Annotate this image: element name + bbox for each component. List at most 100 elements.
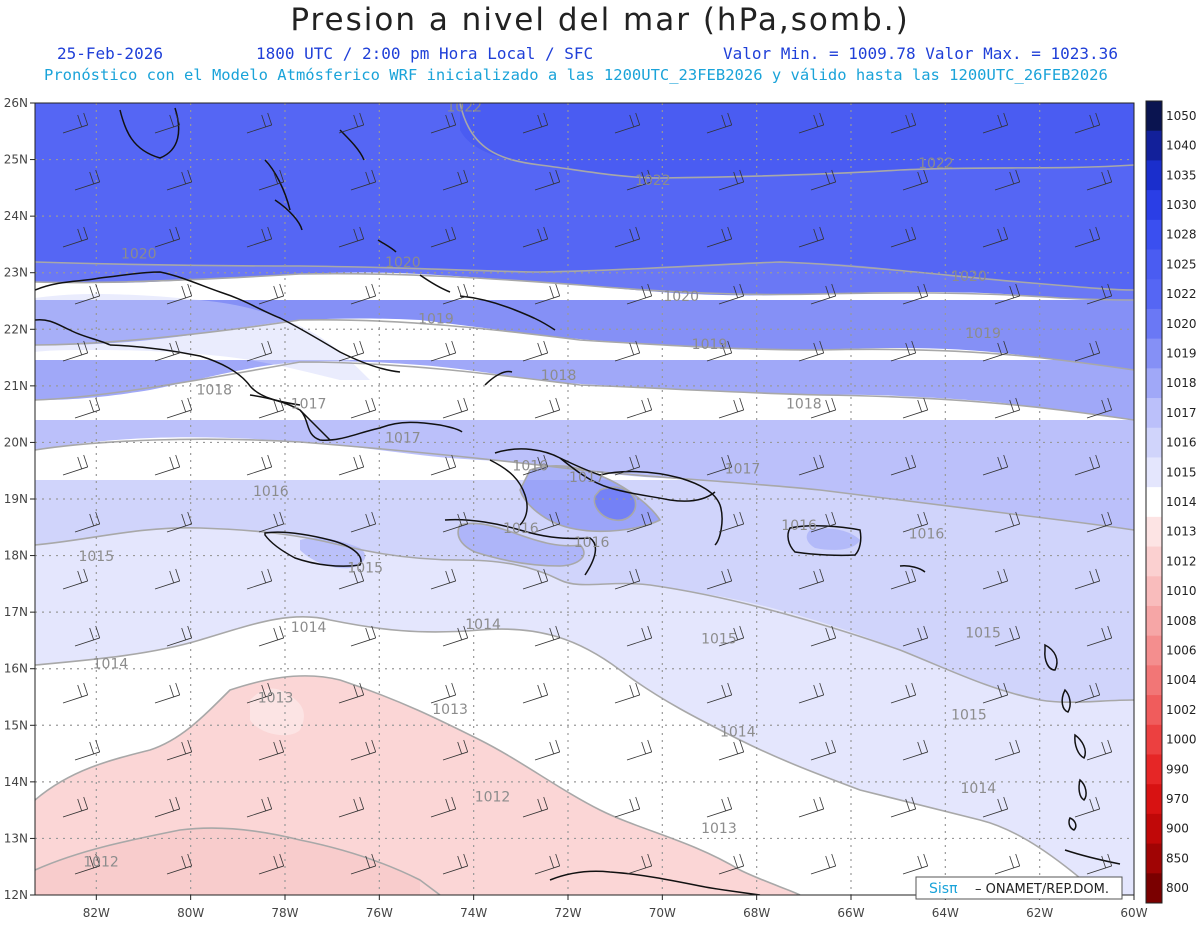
wind-barb-flag (353, 684, 359, 698)
colorbar-swatch (1146, 546, 1162, 577)
colorbar-swatch (1146, 368, 1162, 399)
contour-label: 1015 (78, 549, 114, 565)
wind-barb-flag (825, 855, 831, 869)
wind-barb-shaft (902, 409, 928, 419)
wind-barb-flag (1095, 340, 1101, 354)
wind-barb-flag (641, 285, 647, 299)
wind-barb-flag (451, 226, 457, 240)
contour-label: 1019 (418, 312, 454, 328)
wind-barb-flag (1194, 856, 1198, 868)
wind-barb-shaft (994, 295, 1020, 305)
forecast-time-info: 1800 UTC / 2:00 pm Hora Local / SFC (256, 44, 594, 63)
wind-barb-shaft (62, 694, 88, 704)
colorbar-swatch (1146, 724, 1162, 755)
wind-barb-shaft (430, 466, 456, 476)
wind-barb-flag (1101, 741, 1107, 755)
wind-barb-flag (739, 739, 745, 753)
wind-barb-flag (641, 627, 647, 641)
colorbar-swatch (1146, 605, 1162, 637)
colorbar-label: 1000 (1166, 733, 1197, 747)
wind-barb-shaft (1167, 125, 1192, 133)
wind-barb-flag (1107, 739, 1113, 753)
wind-barb-shaft (614, 352, 640, 362)
wind-barb-flag (77, 228, 83, 242)
map-title: Presion a nivel del mar (hPa,somb.) (290, 2, 910, 38)
colorbar: 1050 1040 1035 1030 1028 1025 1022 1020 1019 1018… (1145, 100, 1197, 904)
wind-barb-flag (1101, 399, 1107, 413)
lon-label: 72W (554, 906, 581, 920)
wind-barb-flag (359, 682, 365, 696)
wind-barb-flag (360, 911, 364, 923)
wind-barb-flag (537, 570, 543, 584)
contour-label: 1019 (692, 337, 728, 353)
wind-barb-flag (1188, 911, 1192, 923)
wind-barb-shaft (994, 865, 1020, 875)
wind-barb-flag (555, 397, 561, 411)
latitude-axis: 26N 25N 24N 23N 22N 21N 20N 19N 18N 17N 16N 15N 14N 1… (4, 96, 35, 902)
contour-label: 1014 (93, 657, 129, 673)
colorbar-frame (1145, 100, 1163, 904)
wind-barb-shaft (338, 238, 364, 248)
wind-barb-flag (169, 342, 175, 356)
wind-barb-flag (457, 399, 463, 413)
wind-barb-flag (1015, 853, 1021, 867)
wind-barb-flag (825, 171, 831, 185)
wind-barb-shaft (522, 466, 548, 476)
wind-barb-flag (451, 796, 457, 810)
wind-barb-flag (917, 171, 923, 185)
wind-barb-shaft (810, 409, 836, 419)
colorbar-swatch (1146, 576, 1162, 607)
wind-barb-flag (169, 684, 175, 698)
wind-barb-shaft (523, 923, 548, 927)
wind-barb-flag (1095, 112, 1101, 126)
wind-barb-flag (555, 511, 561, 525)
wind-barb-flag (365, 741, 371, 755)
wind-barb-flag (911, 454, 917, 468)
wind-barb-flag (905, 570, 911, 584)
colorbar-swatch (1146, 457, 1162, 488)
colorbar-label: 1015 (1166, 465, 1197, 479)
wind-barb-flag (635, 226, 641, 240)
wind-barb-flag (555, 169, 561, 183)
wind-barb-shaft (62, 352, 88, 362)
wind-barb-shaft (799, 923, 824, 927)
colorbar-swatch (1146, 427, 1162, 458)
wind-barb-flag (555, 283, 561, 297)
wind-barb-flag (1089, 570, 1095, 584)
wind-barb-shaft (994, 181, 1020, 191)
wind-barb-flag (273, 513, 279, 527)
wind-barb-flag (279, 397, 285, 411)
wind-barb-shaft (890, 238, 916, 248)
wind-barb-shaft (1086, 181, 1112, 191)
wind-barb-flag (923, 625, 929, 639)
wind-barb-flag (739, 625, 745, 639)
wind-barb-flag (1095, 226, 1101, 240)
colorbar-label: 1012 (1166, 554, 1197, 568)
wind-barb-shaft (902, 295, 928, 305)
wind-barb-flag (543, 682, 549, 696)
wind-barb-flag (912, 911, 916, 923)
wind-barb-flag (181, 627, 187, 641)
wind-barb-shaft (338, 580, 364, 590)
wind-barb-shaft (706, 352, 732, 362)
wind-barb-flag (261, 570, 267, 584)
wind-barb-flag (923, 853, 929, 867)
wind-barb-flag (739, 853, 745, 867)
wind-barb-flag (1089, 684, 1095, 698)
wind-barb-flag (169, 798, 175, 812)
wind-barb-flag (1101, 285, 1107, 299)
wind-barb-flag (175, 796, 181, 810)
colorbar-label: 1016 (1166, 436, 1197, 450)
lat-label: 12N (4, 888, 28, 902)
wind-barb-shaft (442, 637, 468, 647)
colorbar-swatch (1146, 487, 1162, 518)
wind-barb-flag (95, 739, 101, 753)
wind-barb-shaft (1074, 466, 1100, 476)
wind-barb-flag (445, 798, 451, 812)
wind-barb-flag (831, 625, 837, 639)
wind-barb-shaft (810, 637, 836, 647)
wind-barb-flag (819, 454, 825, 468)
wind-barb-flag (1015, 739, 1021, 753)
wind-barb-shaft (246, 238, 272, 248)
